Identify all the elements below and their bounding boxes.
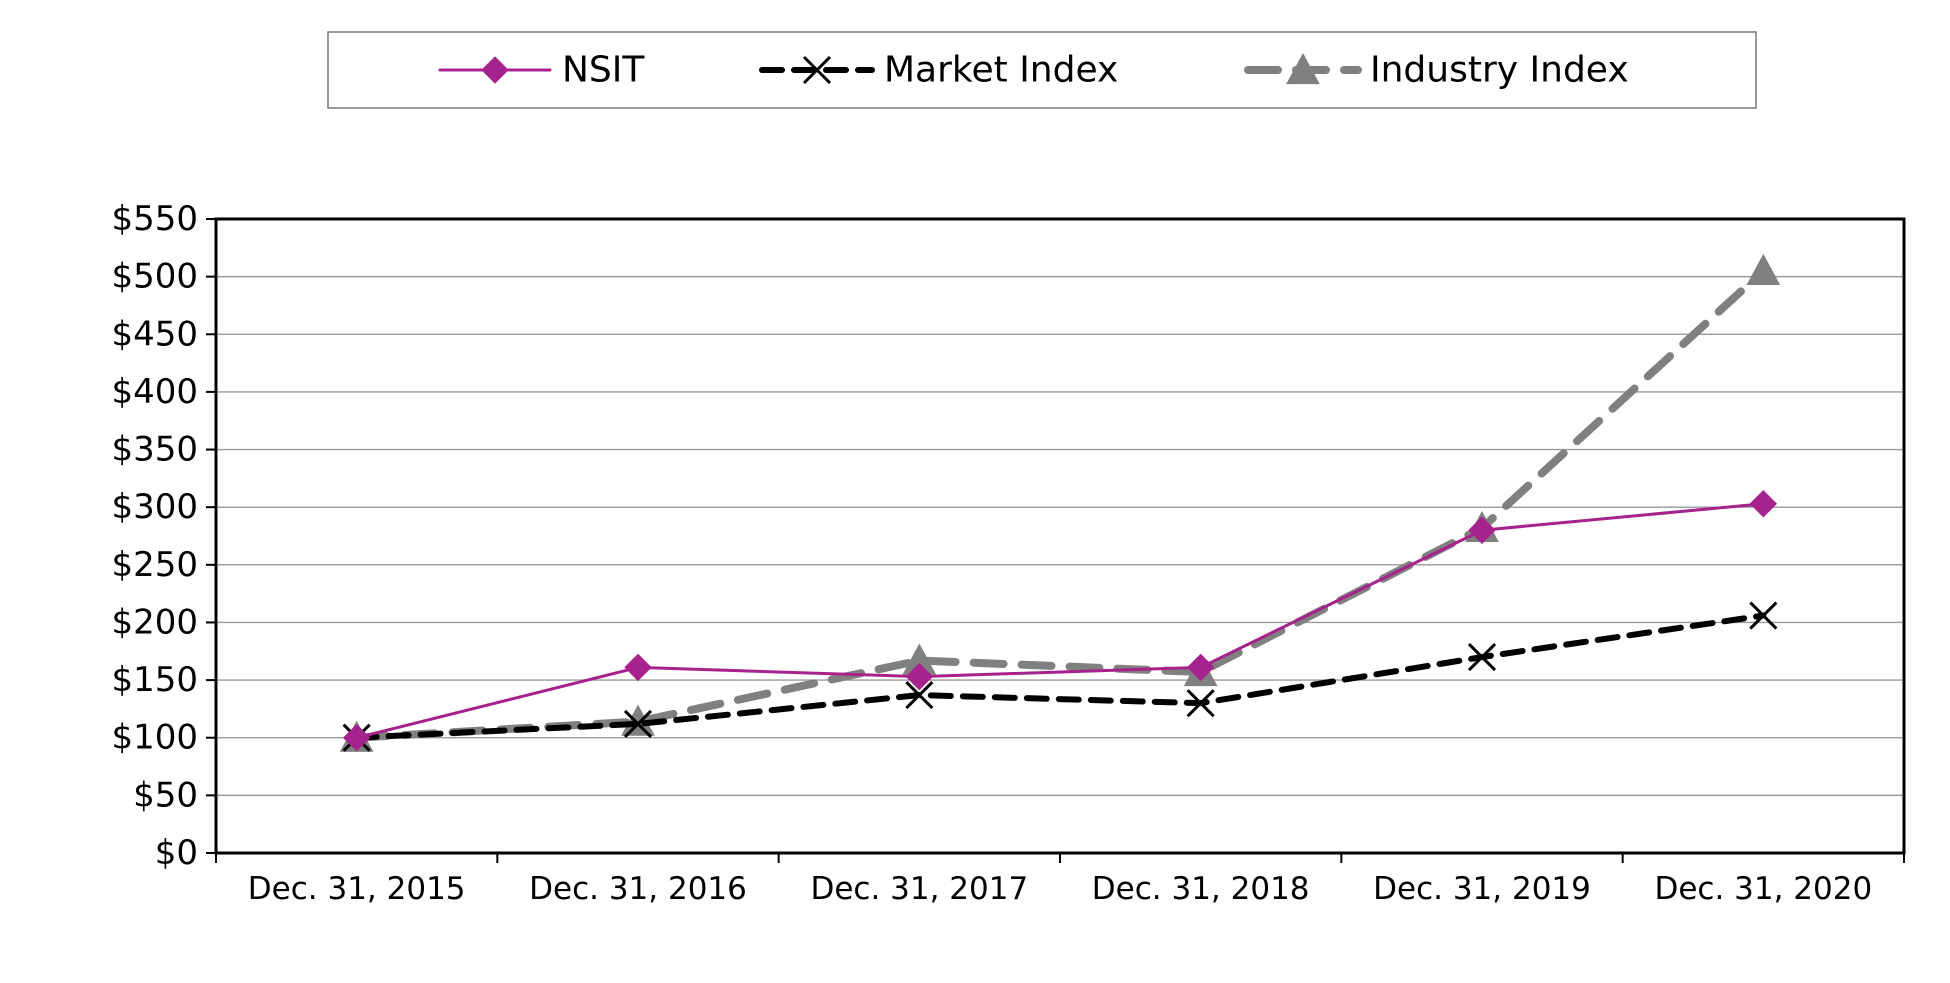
series-market-index: [342, 601, 1778, 752]
y-tick-label: $450: [111, 314, 198, 354]
nsit-point: [905, 662, 934, 691]
grid-lines: [216, 275, 1904, 797]
legend-marker: [802, 55, 832, 85]
series-nsit: [342, 490, 1778, 752]
legend-item-market-index: Market Index: [759, 50, 1118, 91]
legend-box: [327, 31, 1757, 109]
market-index-point: [905, 681, 934, 710]
nsit-point: [1749, 490, 1778, 518]
x-tick-label: Dec. 31, 2015: [248, 871, 466, 907]
y-tick-label: $250: [111, 545, 198, 585]
y-tick-label: $500: [111, 257, 198, 297]
market-index-point: [1467, 642, 1497, 672]
y-tick-label: $150: [111, 660, 198, 700]
industry-index-line: [352, 266, 1768, 742]
series-group: [339, 253, 1781, 752]
y-tick-label: $50: [133, 775, 198, 815]
plot-border: [214, 217, 1906, 855]
y-tick-label: $200: [111, 602, 198, 642]
y-tick-label: $400: [111, 372, 198, 412]
legend-item-industry-index: Industry Index: [1244, 50, 1629, 91]
market-index-point: [1186, 689, 1215, 718]
legend-marker: [481, 56, 509, 84]
x-tick-label: Dec. 31, 2017: [810, 871, 1028, 907]
y-tick-label: $350: [111, 430, 198, 470]
legend-label: Industry Index: [1370, 50, 1629, 91]
market-index-line: [353, 612, 1767, 741]
series-industry-index: [339, 253, 1781, 752]
legend: NSIT Market Index Industry Index: [327, 31, 1757, 109]
plot-area: [214, 217, 1906, 855]
nsit-point: [624, 653, 652, 682]
nsit-point: [342, 724, 371, 752]
legend-label: NSIT: [562, 50, 645, 91]
x-tick-label: Dec. 31, 2020: [1654, 871, 1872, 907]
y-tick-label: $100: [111, 718, 198, 758]
nsit-line: [355, 502, 1765, 740]
x-tick-label: Dec. 31, 2018: [1092, 871, 1310, 907]
market-index-point: [1749, 601, 1778, 630]
legend-item-nsit: NSIT: [438, 50, 645, 91]
legend-label: Market Index: [884, 50, 1118, 91]
industry-index-point: [1746, 253, 1781, 285]
y-tick-label: $550: [111, 199, 198, 239]
x-tick-label: Dec. 31, 2019: [1373, 871, 1591, 907]
x-axis: Dec. 31, 2015 Dec. 31, 2016 Dec. 31, 2017 D…: [215, 853, 1905, 907]
y-tick-label: $300: [111, 487, 198, 527]
y-axis: $0 $50 $100 $150 $200 $250 $300 $350 $400 $450 $50…: [111, 199, 216, 873]
nsit-point: [1468, 516, 1496, 544]
legend-marker: [1286, 52, 1320, 85]
market-index-point: [623, 709, 653, 738]
x-tick-label: Dec. 31, 2016: [529, 871, 747, 907]
nsit-point: [1186, 653, 1215, 682]
y-tick-label: $0: [155, 833, 198, 873]
